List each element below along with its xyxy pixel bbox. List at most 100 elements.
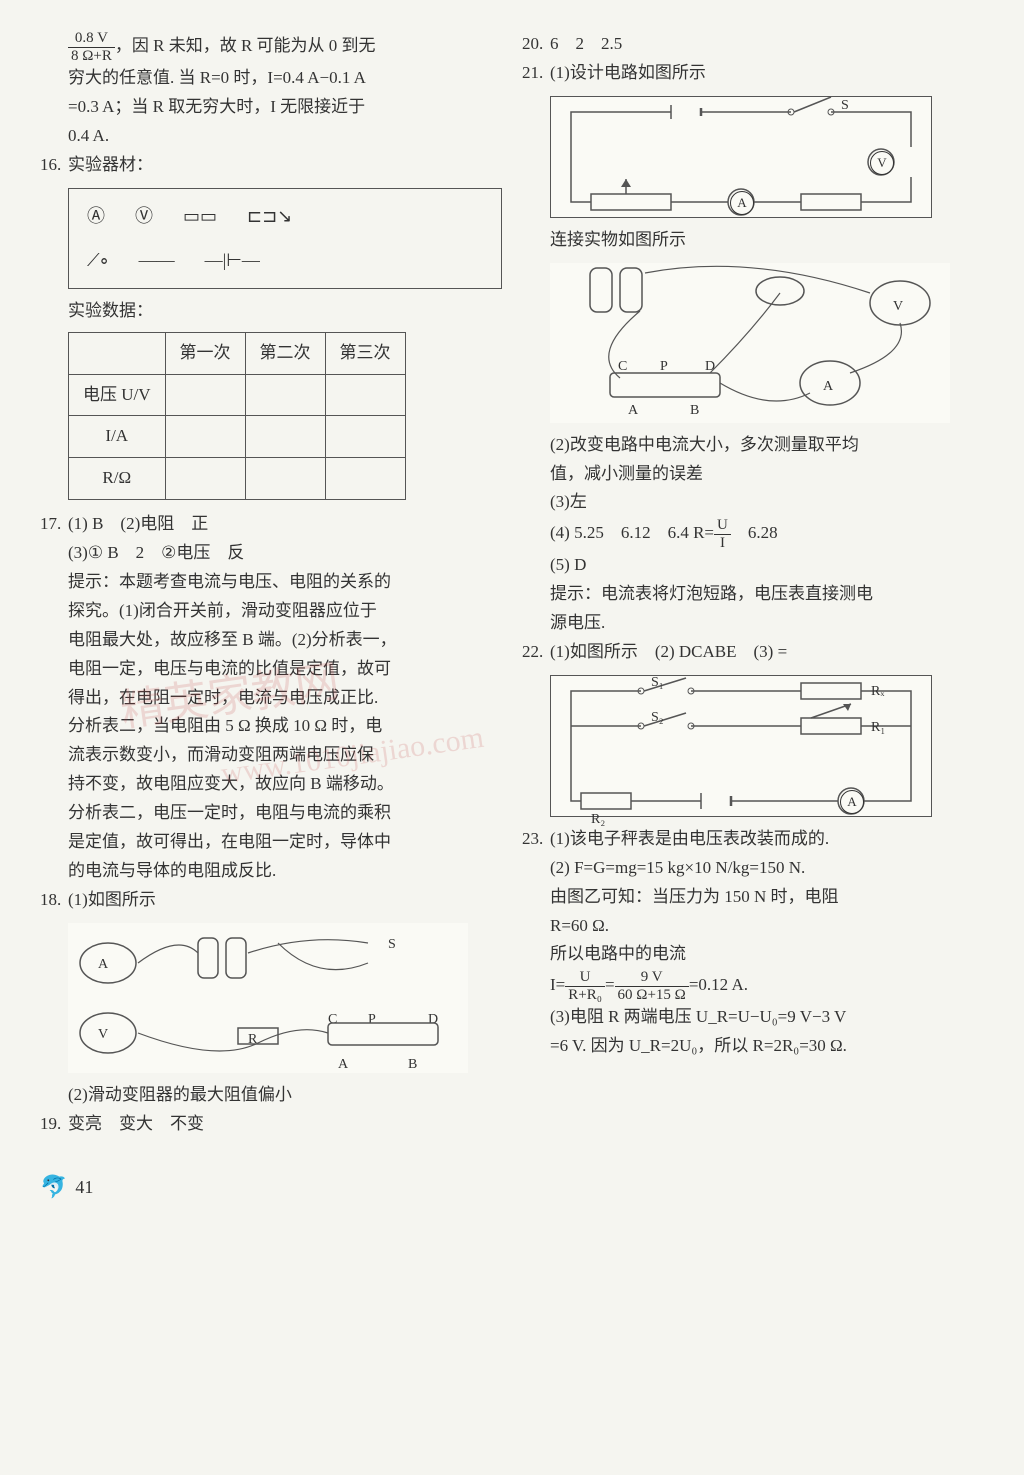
page-columns: 0.8 V 8 Ω+R ，因 R 未知，故 R 可能为从 0 到无 穷大的任意值… (40, 30, 984, 1138)
frac-num: 0.8 V (68, 30, 115, 48)
text: 电阻最大处，故应移至 B 端。(2)分析表一， (40, 626, 502, 655)
q15-fraction: 0.8 V 8 Ω+R (68, 30, 115, 64)
s2-label: S₂ (651, 706, 664, 730)
q15-text: 0.8 V 8 Ω+R ，因 R 未知，故 R 可能为从 0 到无 (40, 30, 502, 64)
text: 电阻一定，电压与电流的比值是定值，故可 (40, 655, 502, 684)
text: 6 2 2.5 (550, 34, 622, 53)
text: R= (693, 523, 714, 542)
frac-num: U (565, 969, 605, 987)
q21: 21.(1)设计电路如图所示 (522, 59, 984, 88)
text: 6.28 (731, 523, 778, 542)
right-column: 20.6 2 2.5 21.(1)设计电路如图所示 S V A 连接实物如图所示… (522, 30, 984, 1138)
voltmeter-label: V (893, 295, 903, 319)
table-cell (165, 416, 245, 458)
q17-number: 17. (40, 510, 68, 539)
table-cell (325, 416, 405, 458)
q20: 20.6 2 2.5 (522, 30, 984, 59)
page-number: 41 (75, 1172, 93, 1203)
q16-title: 实验器材： (68, 155, 153, 174)
table-header: 第三次 (325, 332, 405, 374)
text: 提示：电流表将灯泡短路，电压表直接测电 (522, 580, 984, 609)
text: 流表示数变小，而滑动变阻两端电压应保 (40, 741, 502, 770)
switch-icon: ⟋∘ (87, 245, 109, 276)
voltmeter-icon: Ⓥ (135, 201, 153, 232)
text: (1)该电子秤表是由电压表改装而成的. (550, 829, 829, 848)
label-p: P (660, 355, 668, 379)
table-header: 第二次 (245, 332, 325, 374)
apparatus-box: Ⓐ Ⓥ ▭▭ ⊏⊐↘ ⟋∘ —— —|⊢— (68, 188, 502, 289)
rheostat-icon: ⊏⊐↘ (247, 201, 292, 232)
text: 的电流与导体的电阻成反比. (40, 857, 502, 886)
table-cell (245, 416, 325, 458)
page-footer: 🐬 41 (40, 1168, 984, 1205)
text: (2)改变电路中电流大小，多次测量取平均 (522, 431, 984, 460)
ammeter-label: A (823, 375, 833, 399)
table-cell (165, 458, 245, 500)
r1-label: R₁ (871, 716, 885, 740)
text: (1)如图所示 (2) DCABE (3) = (550, 642, 787, 661)
table-row: I/A (69, 416, 406, 458)
table-cell: R/Ω (69, 458, 166, 500)
ammeter-label: A (840, 790, 864, 814)
q17: 17.(1) B (2)电阻 正 (40, 510, 502, 539)
frac-den: 60 Ω+15 Ω (615, 987, 689, 1004)
text: (3)电阻 R 两端电压 U_R=U−U₀=9 V−3 V (522, 1003, 984, 1032)
text: =6 V. 因为 U_R=2U₀，所以 R=2R₀=30 Ω. (522, 1032, 984, 1061)
q21-physical-svg (550, 263, 950, 423)
text: (2)滑动变阻器的最大阻值偏小 (40, 1081, 502, 1110)
q22: 22.(1)如图所示 (2) DCABE (3) = (522, 638, 984, 667)
r2-label: R₂ (591, 808, 605, 832)
table-cell (325, 374, 405, 416)
text: 0.4 A. (40, 122, 502, 151)
text: 分析表二，电压一定时，电阻与电流的乘积 (40, 799, 502, 828)
fraction: 9 V60 Ω+15 Ω (615, 969, 689, 1003)
cell-icon: —|⊢— (205, 245, 260, 276)
data-label: 实验数据： (40, 297, 502, 326)
text: 是定值，故可得出，在电阻一定时，导体中 (40, 828, 502, 857)
dolphin-icon: 🐬 (40, 1168, 67, 1205)
text: 由图乙可知：当压力为 150 N 时，电阻 (522, 883, 984, 912)
q20-number: 20. (522, 30, 550, 59)
apparatus-row1: Ⓐ Ⓥ ▭▭ ⊏⊐↘ (87, 201, 483, 232)
text: 源电压. (522, 609, 984, 638)
frac-den: 8 Ω+R (68, 48, 115, 65)
text: (1)如图所示 (68, 890, 156, 909)
text: 变亮 变大 不变 (68, 1114, 204, 1133)
text: (3)左 (522, 488, 984, 517)
wire-icon: —— (139, 245, 175, 276)
text: 探究。(1)闭合开关前，滑动变阻器应位于 (40, 597, 502, 626)
frac-den: I (714, 535, 731, 552)
table-header: 第一次 (165, 332, 245, 374)
text: ，因 R 未知，故 R 可能为从 0 到无 (115, 36, 376, 55)
q21-line6: (4) 5.25 6.12 6.4 R=UI 6.28 (522, 517, 984, 551)
q16: 16.实验器材： (40, 151, 502, 180)
resistor-icon: ▭▭ (183, 201, 217, 232)
label-a: A (628, 399, 638, 423)
q21-number: 21. (522, 59, 550, 88)
text: 分析表二，当电阻由 5 Ω 换成 10 Ω 时，电 (40, 712, 502, 741)
text: 得出，在电阻一定时，电流与电压成正比. (40, 684, 502, 713)
table-cell: I/A (69, 416, 166, 458)
table-cell (325, 458, 405, 500)
fraction: UR+R₀ (565, 969, 605, 1003)
text: 提示：本题考查电流与电压、电阻的关系的 (40, 568, 502, 597)
q18-number: 18. (40, 886, 68, 915)
s1-label: S₁ (651, 671, 664, 695)
voltmeter-label: V (870, 151, 894, 175)
q18-svg (68, 923, 468, 1073)
frac-num: 9 V (615, 969, 689, 987)
q22-circuit: S₁ Rₓ S₂ R₁ R₂ A (550, 675, 932, 817)
q23-number: 23. (522, 825, 550, 854)
q23-line6: I=UR+R₀=9 V60 Ω+15 Ω=0.12 A. (522, 969, 984, 1003)
table-cell (245, 458, 325, 500)
text: (1)设计电路如图所示 (550, 63, 706, 82)
text: 值，减小测量的误差 (522, 460, 984, 489)
text: I= (550, 975, 565, 994)
text: (2) F=G=mg=15 kg×10 N/kg=150 N. (522, 854, 984, 883)
table-row: 电压 U/V (69, 374, 406, 416)
label-c: C (618, 355, 627, 379)
data-table: 第一次 第二次 第三次 电压 U/V I/A R/Ω (68, 332, 406, 501)
text: (3)① B 2 ②电压 反 (40, 539, 502, 568)
apparatus-row2: ⟋∘ —— —|⊢— (87, 245, 483, 276)
label-b: B (690, 399, 699, 423)
